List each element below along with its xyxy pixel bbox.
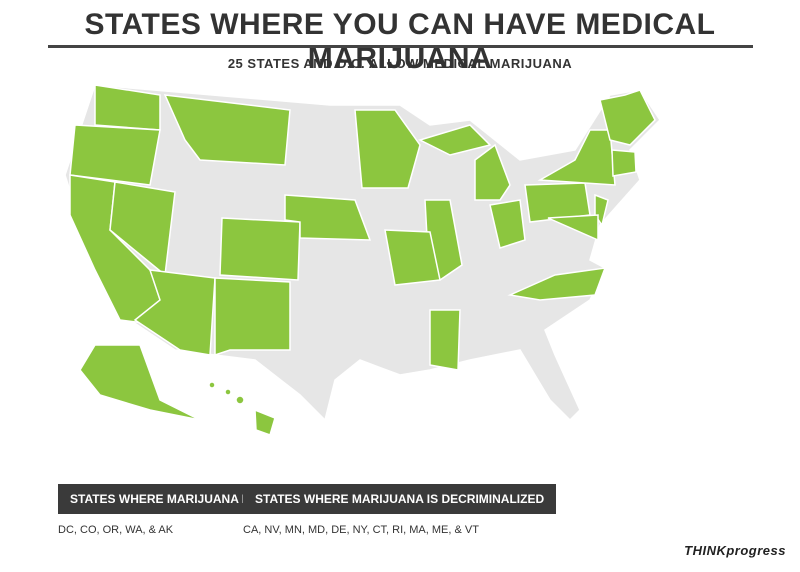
- state-mn: [354, 109, 421, 189]
- state-ms: [429, 309, 461, 371]
- state-oh: [489, 199, 526, 249]
- state-mt: [163, 94, 291, 166]
- logo: THINKprogress: [684, 543, 786, 558]
- state-nm: [214, 277, 291, 357]
- state-ak: [79, 344, 201, 421]
- non-medical-states: [64, 84, 661, 422]
- state-or: [69, 124, 161, 186]
- state-hi: [254, 408, 276, 436]
- legal-states: DC, CO, OR, WA, & AK: [58, 524, 174, 536]
- state-hi-island: [235, 395, 245, 405]
- us-map: [64, 84, 661, 436]
- state-ne: [284, 194, 372, 241]
- state-hi-island: [224, 388, 232, 396]
- title-rule: [48, 45, 753, 48]
- state-md-de: [547, 214, 599, 242]
- state-new-england: [599, 89, 656, 146]
- state-nc: [507, 267, 607, 301]
- state-mi: [474, 143, 511, 201]
- state-mi-up: [417, 124, 492, 156]
- decriminalized-states: CA, NV, MN, MD, DE, NY, CT, RI, MA, ME, …: [243, 524, 479, 536]
- us-base: [64, 84, 661, 422]
- state-ma-ct-ri: [611, 149, 637, 177]
- decriminalized-header: STATES WHERE MARIJUANA IS DECRIMINALIZED: [243, 484, 557, 514]
- medical-states: [69, 84, 656, 436]
- state-co: [219, 217, 301, 281]
- state-hi-island: [208, 381, 216, 389]
- state-mo: [384, 229, 441, 286]
- subtitle: 25 STATES AND D.C. ALLOW MEDICAL MARIJUA…: [227, 56, 573, 71]
